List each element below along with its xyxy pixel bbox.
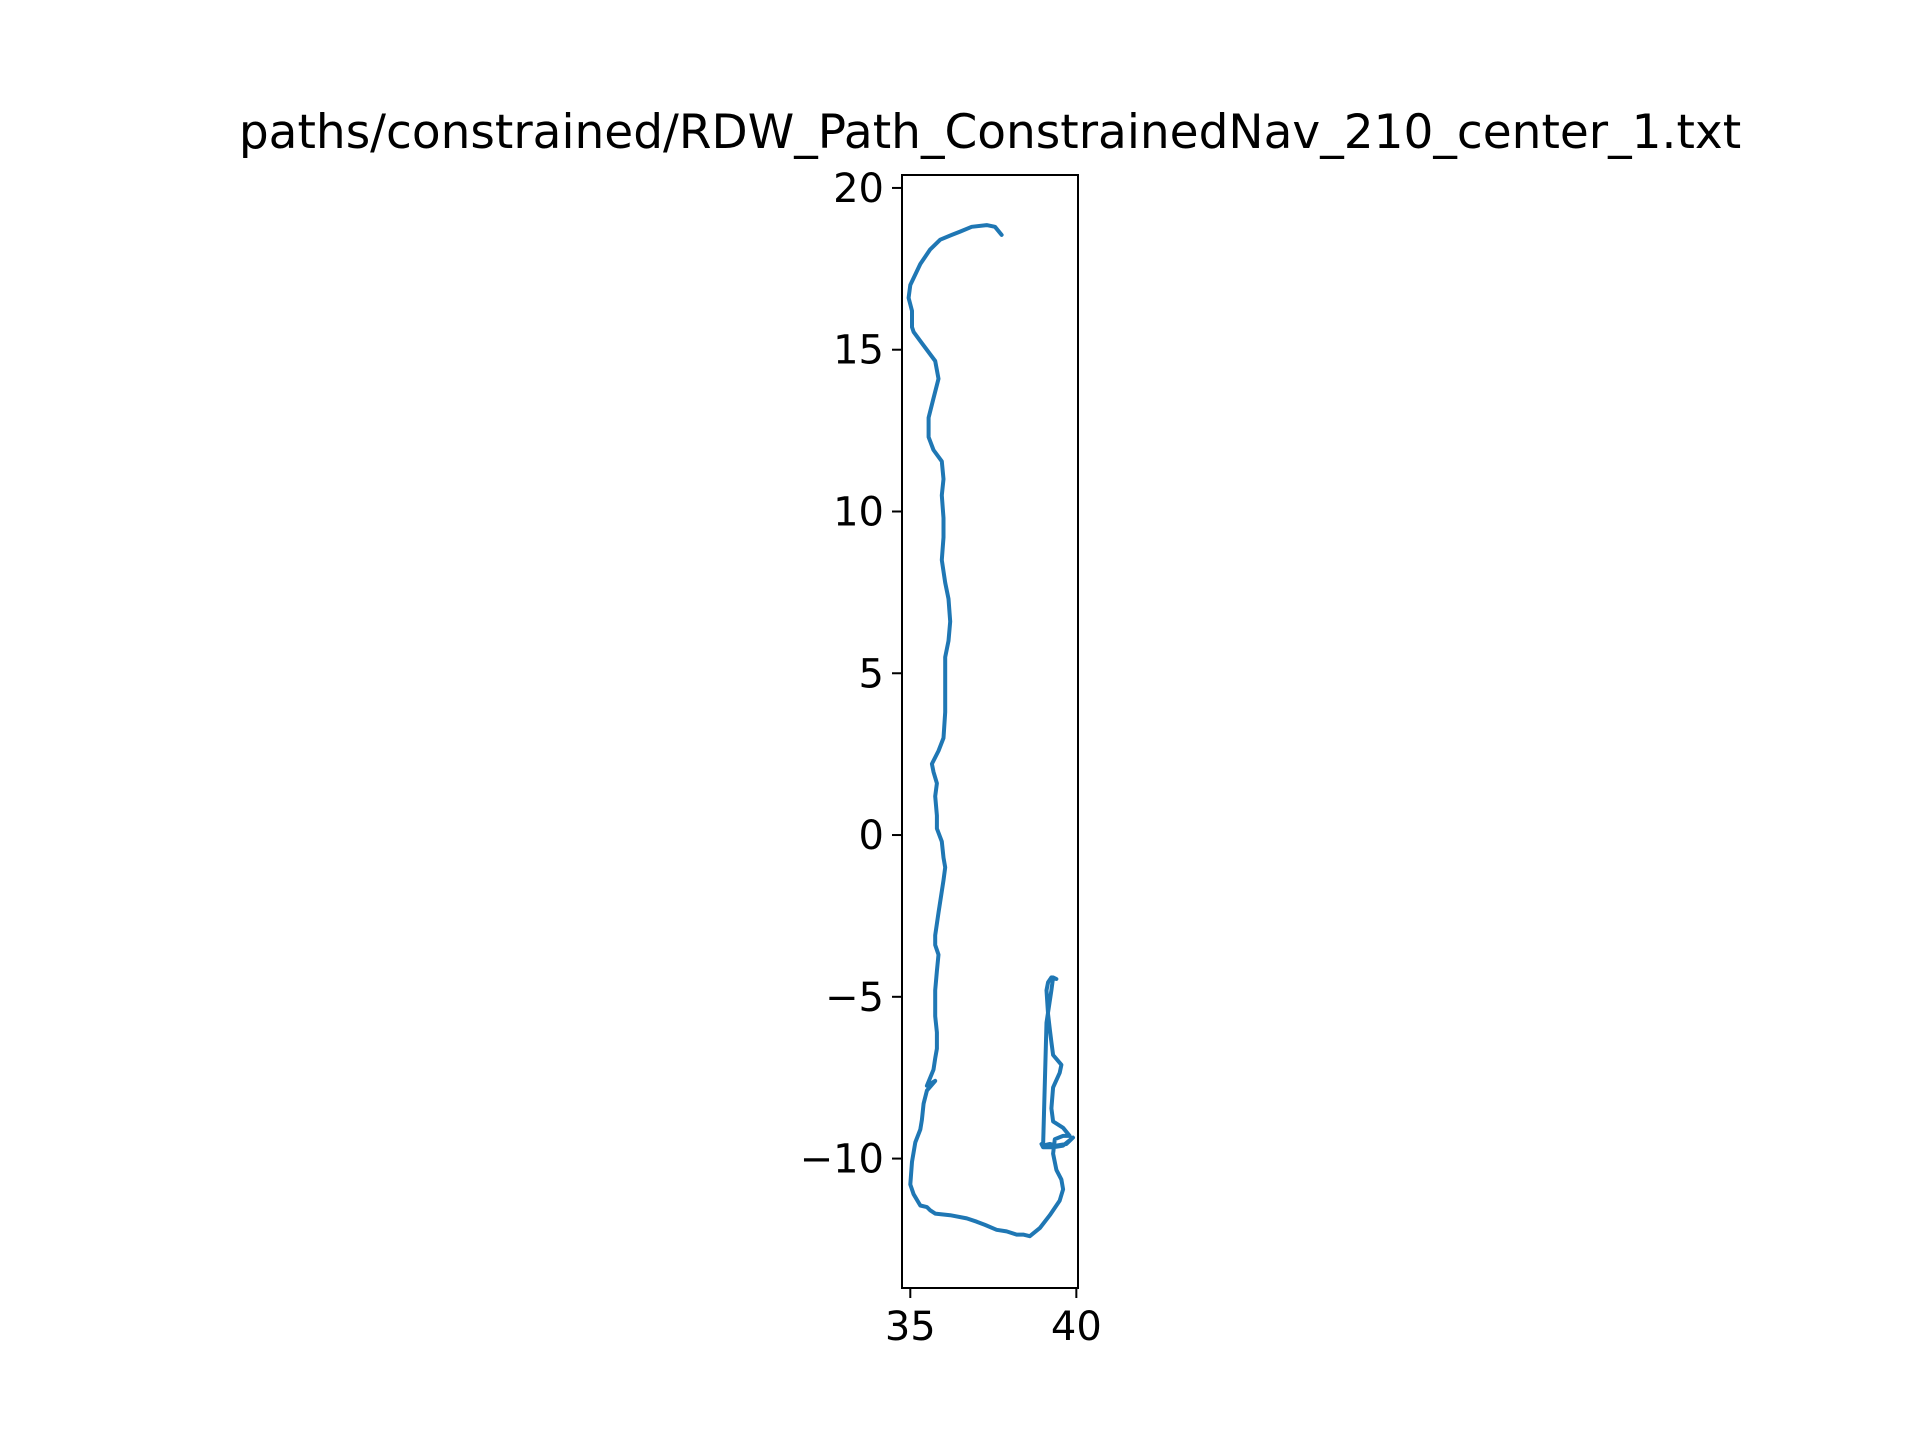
chart-title: paths/constrained/RDW_Path_ConstrainedNa… bbox=[239, 105, 1741, 160]
y-tick-label: 20 bbox=[833, 166, 884, 212]
y-tick-label: 10 bbox=[833, 489, 884, 535]
x-axis: 35 40 bbox=[885, 1288, 1102, 1350]
x-tick-label: 40 bbox=[1051, 1304, 1102, 1350]
y-tick-label: −10 bbox=[800, 1137, 884, 1183]
y-tick-label: 15 bbox=[833, 328, 884, 374]
x-tick-label: 35 bbox=[885, 1304, 936, 1350]
y-tick-label: 0 bbox=[859, 813, 884, 859]
y-tick-label: 5 bbox=[859, 651, 884, 697]
series-line-0 bbox=[906, 223, 1075, 1239]
y-axis: 20 15 10 5 0 −5 −10 bbox=[800, 166, 902, 1183]
series-layer bbox=[906, 223, 1075, 1239]
y-tick-label: −5 bbox=[825, 975, 884, 1021]
axes-frame bbox=[901, 174, 1079, 1289]
